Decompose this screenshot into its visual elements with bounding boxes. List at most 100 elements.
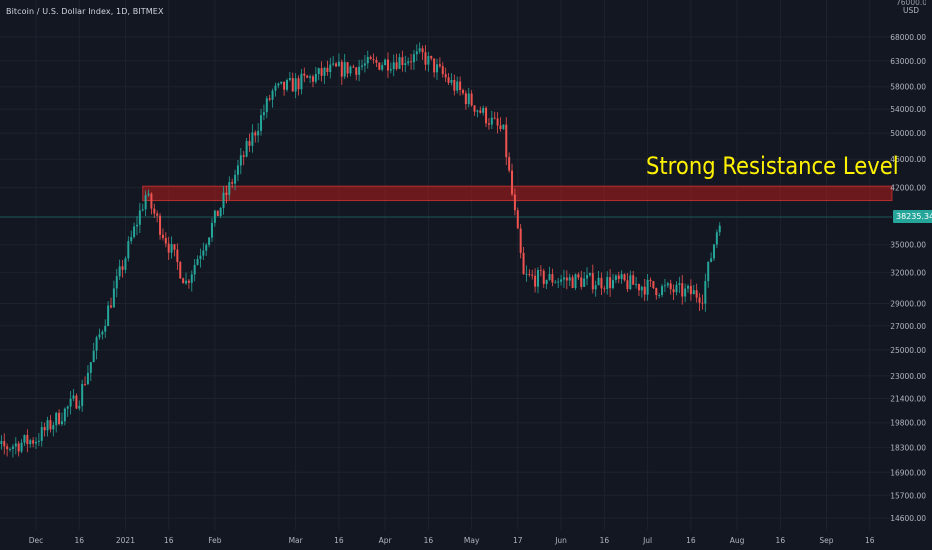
candle-body xyxy=(288,78,291,80)
candle-body xyxy=(421,48,424,53)
candle-body xyxy=(303,73,306,76)
candle-body xyxy=(294,78,297,92)
price-tick-label: 15700.00 xyxy=(890,491,926,500)
candle-body xyxy=(554,282,557,284)
candle-body xyxy=(378,62,381,70)
candle-body xyxy=(412,54,415,63)
candle-body xyxy=(487,123,490,125)
chart-grid xyxy=(0,0,892,530)
candle-body xyxy=(588,273,591,276)
candle-body xyxy=(329,64,332,73)
candle-body xyxy=(528,274,531,275)
candle-body xyxy=(11,446,14,450)
candle-body xyxy=(392,62,395,70)
time-tick-label: 16 xyxy=(600,536,610,545)
candle-body xyxy=(661,286,664,296)
candle-body xyxy=(369,56,372,60)
candle-body xyxy=(522,252,525,275)
resistance-annotation: Strong Resistance Level xyxy=(646,152,899,181)
candle-body xyxy=(98,334,101,338)
candle-body xyxy=(675,284,678,293)
candle-body xyxy=(81,384,84,406)
price-tick-label: 27000.00 xyxy=(890,322,926,331)
candle-body xyxy=(60,421,63,425)
candle-body xyxy=(46,420,49,431)
candle-body xyxy=(153,208,156,214)
price-tick-label: 14600.00 xyxy=(890,514,926,523)
candle-body xyxy=(225,192,228,195)
candle-body xyxy=(637,284,640,291)
candle-body xyxy=(309,76,312,78)
candle-body xyxy=(138,210,141,225)
candle-body xyxy=(502,124,505,129)
candle-body xyxy=(320,68,323,76)
current-price-tag: 38235.34 xyxy=(893,210,932,223)
candle-body xyxy=(557,281,560,283)
candle-body xyxy=(205,244,208,251)
candle-body xyxy=(649,279,652,282)
candle-body xyxy=(574,274,577,289)
candle-body xyxy=(381,65,384,70)
candle-body xyxy=(23,435,26,443)
candle-body xyxy=(418,48,421,52)
candle-body xyxy=(508,157,511,171)
candle-body xyxy=(355,67,358,75)
candle-body xyxy=(274,85,277,91)
time-tick-label: Feb xyxy=(208,536,222,545)
candle-body xyxy=(603,288,606,290)
candle-body xyxy=(542,270,545,284)
price-tick-label: 29000.00 xyxy=(890,299,926,308)
candle-body xyxy=(470,93,473,106)
candle-body xyxy=(219,207,222,217)
candle-body xyxy=(366,56,369,64)
candle-body xyxy=(525,274,528,275)
candle-body xyxy=(701,302,704,304)
candle-body xyxy=(170,244,173,253)
price-tick-label: 18300.00 xyxy=(890,443,926,452)
candle-body xyxy=(597,277,600,286)
time-tick-label: 16 xyxy=(75,536,85,545)
candle-body xyxy=(453,79,456,91)
candle-body xyxy=(681,283,684,297)
candle-body xyxy=(251,132,254,146)
candle-body xyxy=(461,90,464,94)
price-tick-label: 63000.00 xyxy=(890,57,926,66)
price-tick-label: 50000.00 xyxy=(890,129,926,138)
candle-body xyxy=(652,281,655,289)
candle-body xyxy=(127,241,130,259)
candle-body xyxy=(586,275,589,279)
candle-body xyxy=(401,57,404,66)
candle-body xyxy=(358,66,361,75)
candle-body xyxy=(718,225,721,233)
candle-body xyxy=(712,244,715,259)
candle-body xyxy=(640,286,643,291)
candle-body xyxy=(612,280,614,289)
candle-body xyxy=(144,195,147,210)
candle-body xyxy=(121,266,124,270)
price-tick-label: 25000.00 xyxy=(890,346,926,355)
candle-body xyxy=(234,174,237,184)
candle-body xyxy=(311,76,314,82)
candle-body xyxy=(632,275,635,285)
candle-body xyxy=(32,440,35,444)
candle-body xyxy=(695,290,698,298)
candle-body xyxy=(499,125,502,129)
candle-body xyxy=(536,270,539,287)
candle-body xyxy=(14,443,17,447)
candle-body xyxy=(363,63,366,66)
candle-body xyxy=(262,112,265,116)
candle-body xyxy=(63,408,66,422)
candle-body xyxy=(173,244,176,250)
candle-body xyxy=(300,73,303,90)
candle-body xyxy=(658,295,661,296)
candle-body xyxy=(9,449,12,450)
time-tick-label: Jun xyxy=(554,536,567,545)
candle-body xyxy=(335,63,338,67)
candle-body xyxy=(0,441,3,444)
candle-body xyxy=(254,132,257,136)
candle-body xyxy=(436,64,439,73)
resistance-zone xyxy=(142,185,893,202)
candle-body xyxy=(107,305,110,326)
candle-body xyxy=(222,192,225,208)
